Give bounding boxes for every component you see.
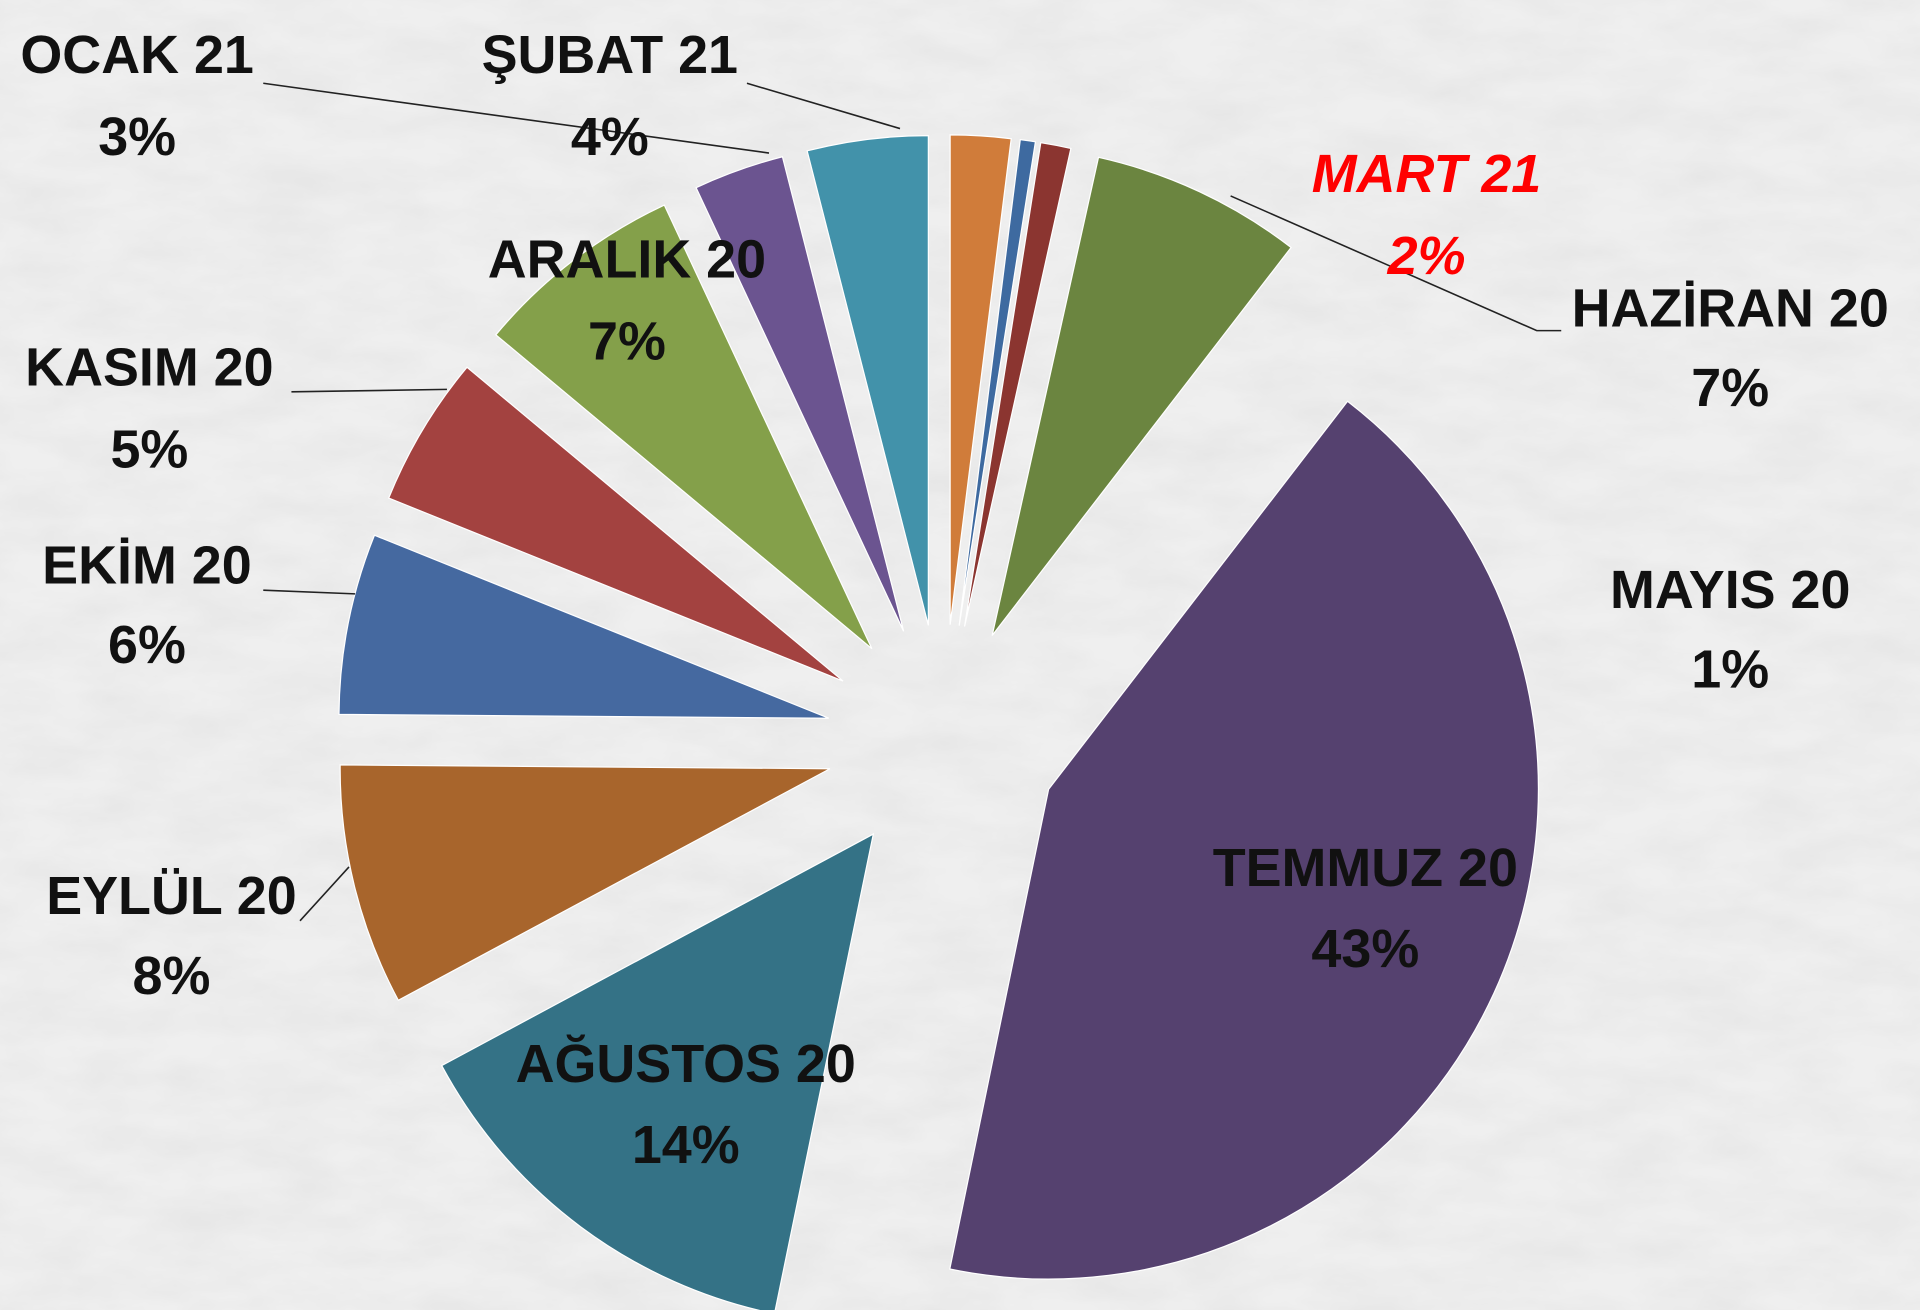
value-label: 8% — [133, 946, 211, 1006]
pie-slice — [949, 400, 1539, 1280]
value-label: 6% — [108, 615, 186, 675]
leader-line — [291, 388, 447, 393]
leader-line — [1230, 195, 1562, 332]
leader-line — [746, 82, 901, 130]
value-label: 4% — [571, 107, 649, 167]
value-label: 14% — [632, 1115, 740, 1175]
pie-slice — [440, 832, 875, 1310]
value-label: 7% — [1691, 358, 1769, 418]
pie-slice — [695, 155, 905, 632]
leader-line — [299, 866, 350, 922]
category-label: ŞUBAT 21 — [482, 25, 738, 85]
pie-slice — [991, 156, 1292, 636]
pie-slice — [963, 142, 1072, 627]
value-label: 7% — [588, 312, 666, 372]
pie-slice — [339, 764, 831, 1002]
value-label: 2% — [1387, 226, 1466, 286]
pie-slice — [949, 134, 1012, 625]
category-label: EKİM 20 — [42, 536, 252, 596]
category-label: OCAK 21 — [20, 25, 253, 85]
value-label: 5% — [110, 419, 188, 479]
pie-slice — [806, 134, 929, 626]
leader-line — [263, 82, 770, 154]
pie-slice — [958, 138, 1037, 626]
category-label: ARALIK 20 — [488, 230, 766, 290]
pie-slice — [494, 204, 873, 650]
category-label: HAZİRAN 20 — [1572, 278, 1889, 338]
category-label: AĞUSTOS 20 — [516, 1034, 856, 1094]
value-label: 1% — [1691, 640, 1769, 700]
category-label: EYLÜL 20 — [46, 866, 296, 926]
category-label: MAYIS 20 — [1610, 560, 1851, 620]
category-label: TEMMUZ 20 — [1213, 838, 1518, 898]
category-label: MART 21 — [1312, 144, 1541, 204]
pie-slice — [387, 366, 844, 682]
value-label: 3% — [98, 107, 176, 167]
pie-area: MART 21 2% MAYIS 20 1% HAZİRAN 20 7% TEMMUZ 20… — [20, 25, 1889, 1310]
value-label: 43% — [1311, 919, 1419, 979]
pie-slice — [338, 534, 829, 719]
leader-line — [263, 589, 356, 595]
category-label: KASIM 20 — [25, 337, 273, 397]
